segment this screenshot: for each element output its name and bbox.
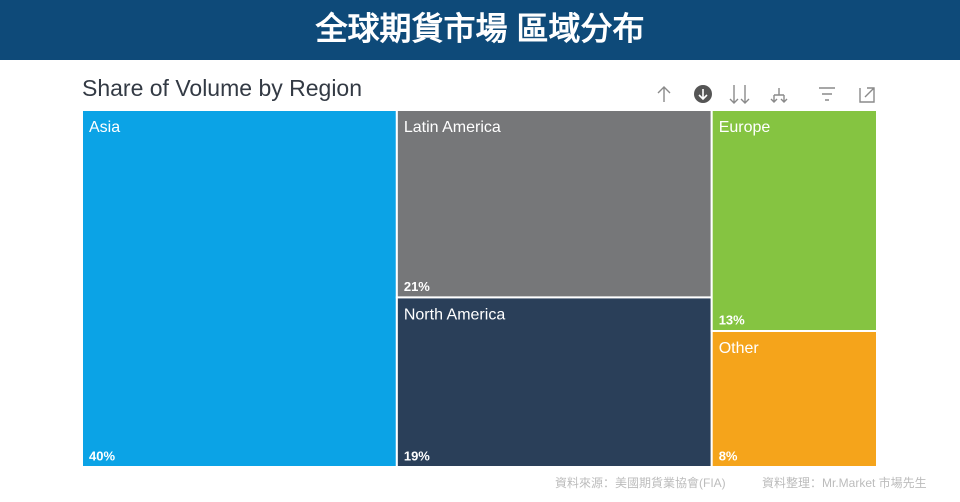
chart-title: Share of Volume by Region: [82, 75, 362, 101]
icon-up[interactable]: [657, 86, 671, 102]
cell-value-label: 8%: [719, 448, 738, 463]
icon-drill-arrow: [698, 89, 708, 101]
cell-value-label: 13%: [719, 312, 745, 327]
treemap: Asia 40% Latin America 21% North America 19% E…: [81, 109, 878, 468]
treemap-cell: [81, 109, 398, 468]
cell-label: North America: [404, 307, 505, 324]
treemap-cell: [710, 330, 878, 468]
icon-expand-all[interactable]: [729, 85, 750, 104]
cell-value-label: 19%: [404, 448, 430, 463]
header-bar: [0, 0, 960, 60]
header-title: 全球期貨市場 區域分布: [315, 10, 645, 46]
treemap-cell: [395, 109, 713, 299]
cell-value-label: 40%: [89, 448, 115, 463]
toolbar: [657, 85, 875, 104]
cell-label: Other: [719, 340, 760, 357]
icon-filter[interactable]: [819, 87, 835, 101]
footer-credit: 資料整理：Mr.Market 市場先生: [762, 475, 927, 490]
cell-value-label: 21%: [404, 279, 430, 294]
cell-label: Latin America: [404, 119, 501, 136]
icon-expand-next[interactable]: [770, 88, 788, 103]
icon-focus[interactable]: [859, 87, 875, 103]
treemap-cell: [710, 109, 878, 332]
footer-source: 資料來源：美國期貨業協會(FIA): [555, 475, 726, 490]
cell-label: Europe: [719, 119, 771, 136]
cell-label: Asia: [89, 119, 120, 136]
